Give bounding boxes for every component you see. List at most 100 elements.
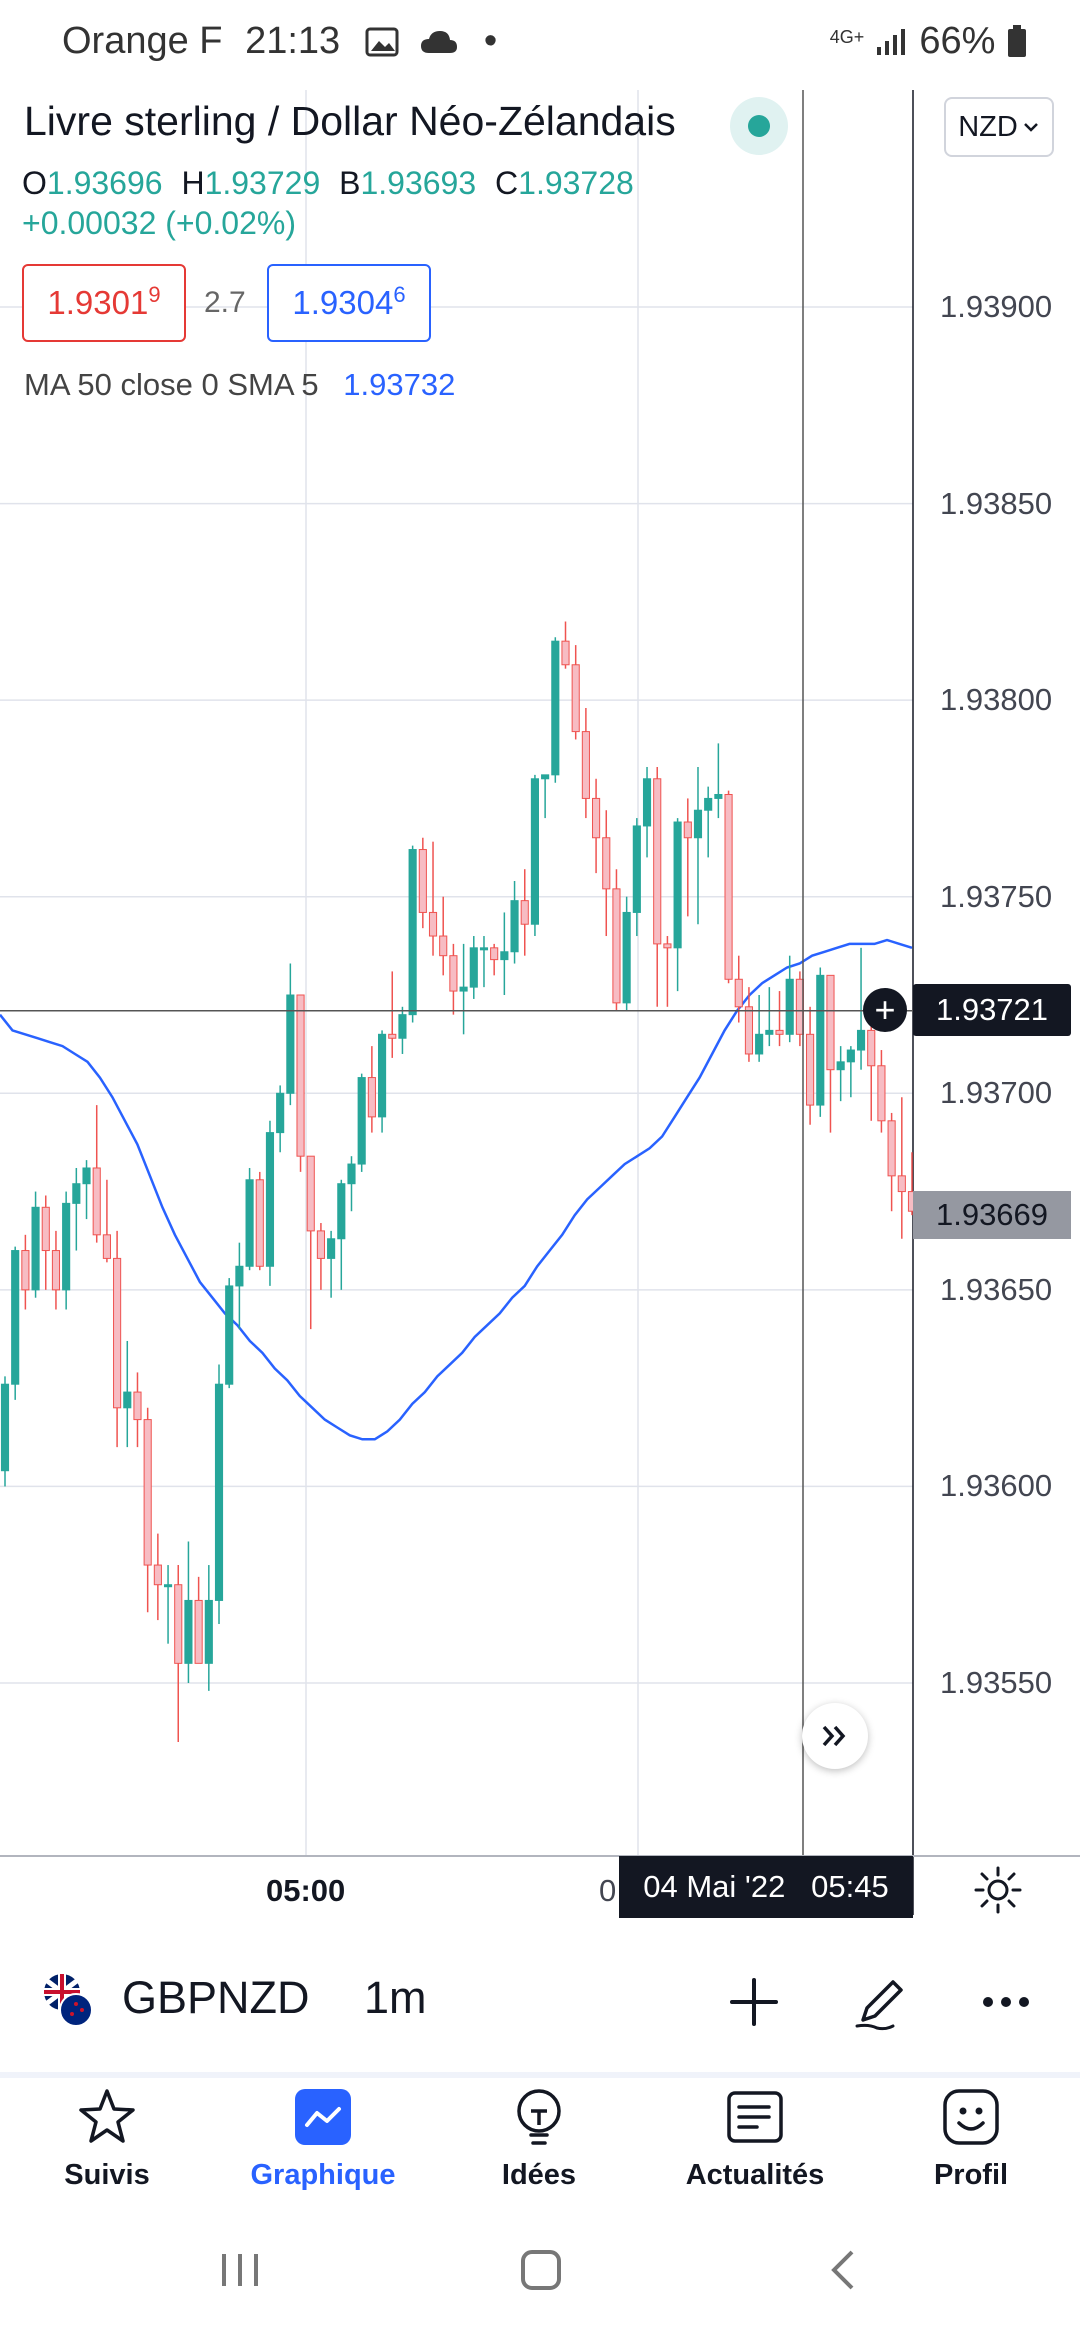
candle	[561, 621, 570, 669]
more-options-icon[interactable]	[974, 1970, 1038, 2034]
candle	[500, 912, 509, 995]
candle	[785, 955, 794, 1043]
back-icon[interactable]	[814, 2240, 874, 2300]
candle-body	[245, 1179, 254, 1267]
news-icon	[727, 2091, 783, 2143]
nav-item-profil[interactable]: Profil	[871, 2085, 1071, 2225]
recent-apps-icon[interactable]	[210, 2240, 270, 2300]
buy-button[interactable]: 1.9304 6	[267, 264, 431, 342]
nav-item-suivis[interactable]: Suivis	[7, 2085, 207, 2225]
candle-body	[622, 911, 631, 1004]
nav-label: Actualités	[685, 2159, 825, 2191]
symbol-title: Livre sterling / Dollar Néo-Zélandais	[24, 98, 676, 144]
candle	[571, 645, 580, 740]
price-chart[interactable]	[0, 0, 1080, 1930]
home-icon[interactable]	[511, 2240, 571, 2300]
candle-body	[592, 797, 601, 839]
candle-body	[306, 1155, 315, 1232]
candle	[347, 1156, 356, 1212]
candle-body	[174, 1584, 183, 1664]
chart-grid	[0, 90, 914, 1915]
candle	[439, 896, 448, 976]
interval-selector[interactable]: 1m	[364, 1972, 427, 2023]
candle-body	[92, 1167, 101, 1236]
candle-body	[337, 1183, 346, 1240]
candle	[836, 1046, 845, 1102]
candle	[418, 837, 427, 929]
candle-body	[41, 1206, 50, 1252]
nav-label: Suivis	[64, 2159, 150, 2191]
candle	[337, 1179, 346, 1290]
candle-body	[775, 1029, 784, 1035]
symbol-ticker[interactable]: GBPNZD	[122, 1972, 310, 2023]
candle	[867, 1018, 876, 1121]
candle-body	[704, 797, 713, 811]
market-status-dot[interactable]	[730, 97, 788, 155]
drawing-pen-icon[interactable]	[849, 1970, 913, 2034]
candle-body	[255, 1179, 264, 1267]
candle-body	[642, 778, 652, 827]
candle-body	[612, 888, 621, 1004]
candle	[163, 1565, 173, 1644]
candle	[612, 869, 621, 1011]
high-label: H	[181, 165, 205, 201]
scroll-to-realtime-button[interactable]	[802, 1703, 868, 1769]
candle	[673, 818, 682, 992]
sell-price-pip: 9	[148, 282, 161, 307]
candle-body	[367, 1077, 376, 1118]
sell-button[interactable]: 1.9301 9	[22, 264, 186, 342]
candle-body	[846, 1049, 855, 1063]
candle-body	[11, 1250, 20, 1385]
add-alert-plus-icon[interactable]: +	[863, 988, 907, 1032]
candle	[62, 1191, 71, 1310]
candle	[449, 943, 458, 1015]
candle	[693, 766, 703, 925]
high-value: 1.93729	[204, 165, 321, 201]
candle-body	[327, 1238, 336, 1259]
candle	[877, 1050, 886, 1133]
candle	[184, 1541, 193, 1683]
nav-item-actualites[interactable]: Actualités	[655, 2085, 855, 2225]
candle-body	[551, 640, 560, 776]
candle-body	[408, 849, 417, 1016]
candle-body	[113, 1257, 122, 1409]
price-tick-label: 1.93550	[940, 1665, 1053, 1700]
candle-body	[21, 1250, 30, 1291]
candle-body	[153, 1564, 162, 1586]
candle-body	[204, 1599, 213, 1664]
candle-body	[530, 778, 539, 925]
status-right: 4G+ 66%	[830, 20, 1028, 63]
candle	[276, 1085, 285, 1153]
candle	[469, 936, 478, 999]
time-tick-label: 0	[599, 1873, 617, 1908]
time-tick-label: 05:00	[266, 1873, 346, 1908]
candle-body	[479, 947, 489, 951]
symbol-toolbar	[0, 1930, 1080, 2078]
candle	[806, 1006, 815, 1125]
candle	[265, 1120, 275, 1286]
candle-body	[143, 1419, 152, 1566]
candle	[408, 845, 417, 1023]
candle	[31, 1191, 40, 1298]
price-tick-label: 1.93700	[940, 1075, 1053, 1111]
carrier-name: Orange F	[62, 20, 223, 62]
candle-body	[673, 821, 682, 949]
nav-item-idees[interactable]: Idées	[439, 2085, 639, 2225]
candle	[225, 1278, 234, 1389]
ma-indicator-legend[interactable]: MA 50 close 0 SMA 5 1.93732	[24, 367, 455, 403]
time-axis[interactable]	[0, 1855, 1080, 1929]
candle	[41, 1195, 50, 1290]
candle	[296, 994, 305, 1172]
candle-body	[214, 1383, 224, 1601]
sun-settings-icon[interactable]	[973, 1865, 1023, 1915]
currency-dropdown[interactable]: NZD	[944, 97, 1054, 157]
nav-item-graphique[interactable]: Graphique	[223, 2085, 423, 2225]
candle-body	[693, 809, 703, 839]
candle	[622, 896, 631, 1011]
candle	[357, 1073, 366, 1172]
candle-body	[102, 1234, 111, 1259]
plus-icon[interactable]	[722, 1970, 786, 2034]
candle-body	[378, 1033, 387, 1118]
gbp-nzd-flag-icon	[44, 1974, 93, 2026]
candle-body	[856, 1029, 866, 1051]
